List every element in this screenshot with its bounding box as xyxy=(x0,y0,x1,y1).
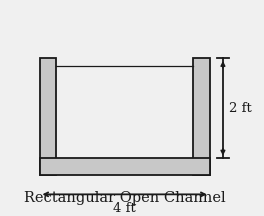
Bar xyxy=(40,58,56,175)
Text: 4 ft: 4 ft xyxy=(113,202,136,214)
Bar xyxy=(40,159,210,175)
Text: Rectangular Open Channel: Rectangular Open Channel xyxy=(24,191,225,205)
Bar xyxy=(193,58,210,175)
Text: 2 ft: 2 ft xyxy=(229,102,252,115)
